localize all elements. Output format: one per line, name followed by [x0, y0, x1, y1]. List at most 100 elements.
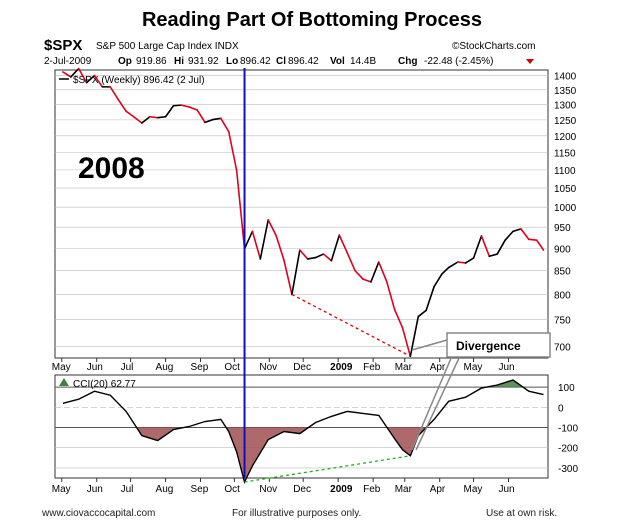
- price-segment: [109, 86, 119, 101]
- cci-x-label: Aug: [156, 484, 174, 495]
- change-label: Chg: [398, 56, 417, 67]
- price-segment: [330, 234, 341, 262]
- price-tick-label: 900: [554, 244, 571, 255]
- price-segment: [362, 278, 372, 283]
- cci-tick-label: -300: [558, 464, 578, 475]
- price-segment: [409, 315, 420, 358]
- price-segment: [180, 104, 191, 108]
- price-segment: [212, 117, 222, 121]
- price-x-label: Dec: [293, 362, 311, 373]
- footer-disclaimer: For illustrative purposes only.: [232, 508, 361, 519]
- cci-panel: -300 -200 -100 0 100 May Jun Jul Aug Sep Oct Nov Dec…: [52, 68, 578, 495]
- price-segment: [164, 104, 175, 118]
- price-x-label: Jul: [121, 362, 134, 373]
- price-segment: [251, 230, 262, 260]
- close-label: Cl: [276, 56, 286, 67]
- cci-x-label: May: [52, 484, 71, 495]
- price-segment: [235, 169, 246, 250]
- price-tick-label: 1400: [554, 72, 577, 83]
- price-segment: [62, 71, 72, 78]
- price-segment: [243, 230, 254, 250]
- price-segment: [488, 253, 499, 258]
- price-x-label: Sep: [191, 362, 209, 373]
- cci-overbought-fill: [62, 380, 544, 388]
- quote-date: 2-Jul-2009: [44, 56, 92, 67]
- callout-pointer-cci: [415, 355, 461, 451]
- cci-tick-label: -200: [558, 444, 578, 455]
- callout-box: [446, 332, 551, 358]
- change-down-icon: [526, 59, 534, 64]
- low-label: Lo: [226, 56, 238, 67]
- price-segment: [322, 253, 333, 262]
- cci-x-label: May: [464, 484, 483, 495]
- cci-divergence-line: [244, 455, 411, 483]
- cci-oversold-fill: [62, 427, 544, 482]
- callout-pointer-price: [411, 339, 448, 351]
- price-segment: [385, 280, 396, 311]
- price-segment: [425, 285, 435, 312]
- price-x-label: May: [464, 362, 483, 373]
- cci-x-label: Feb: [363, 484, 381, 495]
- price-segment: [148, 115, 159, 119]
- price-x-label: 2009: [330, 362, 353, 373]
- open-label: Op: [118, 56, 132, 67]
- cci-tick-label: -100: [558, 424, 578, 435]
- price-segment: [267, 219, 277, 237]
- price-segment: [520, 228, 530, 241]
- price-segment: [132, 115, 143, 124]
- price-segment: [441, 266, 450, 275]
- chart-title: Reading Part Of Bottoming Process: [142, 9, 482, 31]
- price-segment: [338, 234, 348, 254]
- volume-label: Vol: [330, 56, 345, 67]
- price-segment: [346, 251, 356, 272]
- price-segment: [259, 219, 270, 260]
- price-segment: [275, 234, 285, 262]
- symbol: $SPX: [44, 37, 82, 54]
- price-tick-label: 950: [554, 223, 571, 234]
- source-label: ©StockCharts.com: [452, 41, 536, 52]
- price-segment: [156, 115, 167, 119]
- price-x-label: Aug: [156, 362, 174, 373]
- price-tick-label: 800: [554, 290, 571, 301]
- cci-frame: [54, 374, 549, 479]
- price-segment: [196, 109, 206, 124]
- callout-pointer-cci-2: [411, 355, 453, 451]
- close-value: 896.42: [288, 56, 319, 67]
- price-segment: [291, 249, 301, 296]
- quote-line: 2-Jul-2009 Op 919.86 Hi 931.92 Lo 896.42…: [44, 56, 534, 67]
- price-segment: [433, 273, 443, 288]
- cci-x-label: Jun: [87, 484, 103, 495]
- footer-risk: Use at own risk.: [486, 508, 557, 519]
- price-x-label: Jun: [499, 362, 515, 373]
- price-segment: [141, 115, 151, 124]
- footer-website: www.ciovaccocapital.com: [41, 508, 155, 519]
- price-segment: [306, 256, 317, 260]
- low-value: 896.42: [240, 56, 271, 67]
- price-x-label: Apr: [430, 362, 446, 373]
- price-segment: [125, 110, 134, 117]
- price-tick-label: 1150: [554, 148, 576, 159]
- change-value: -22.48 (-2.45%): [424, 56, 493, 67]
- price-segment: [464, 257, 475, 264]
- price-tick-label: 1100: [554, 166, 576, 177]
- price-segment: [456, 261, 467, 264]
- price-segment: [188, 106, 198, 111]
- price-segment: [314, 253, 325, 259]
- instrument-name: S&P 500 Large Cap Index INDX: [96, 41, 239, 52]
- price-segment: [528, 238, 538, 241]
- price-tick-label: 1200: [554, 132, 577, 143]
- price-tick-label: 1350: [554, 86, 577, 97]
- cci-x-label: Jun: [499, 484, 515, 495]
- divergence-label: Divergence: [456, 339, 521, 353]
- price-segment: [504, 230, 514, 241]
- price-frame: [54, 69, 549, 359]
- divergence-callout: Divergence: [411, 332, 551, 451]
- price-segment: [377, 261, 388, 283]
- price-segment: [393, 308, 404, 329]
- price-panel: 700 750 800 850 900 950 1000 1050 1100 1150 1200 12…: [52, 67, 577, 373]
- price-x-label: Mar: [395, 362, 413, 373]
- price-segment: [401, 326, 412, 358]
- price-divergence-line: [291, 293, 411, 357]
- price-x-label: Feb: [363, 362, 381, 373]
